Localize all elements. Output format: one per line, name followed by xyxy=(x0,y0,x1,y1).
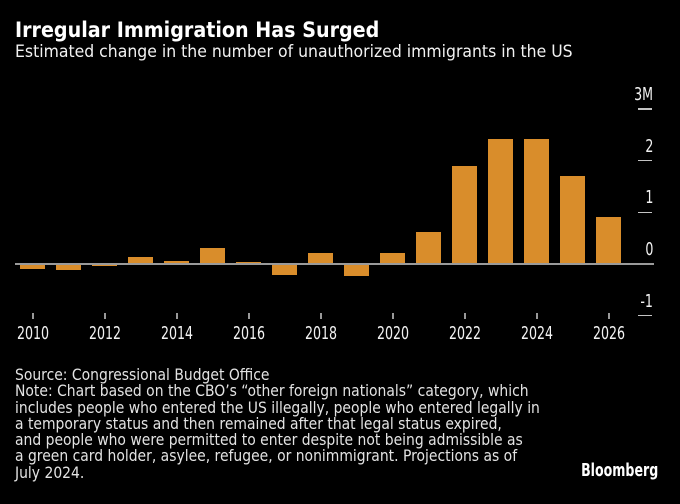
x-tick-2024 xyxy=(535,313,538,319)
note-line-1: Note: Chart based on the CBO’s “other fo… xyxy=(15,381,529,401)
x-tick-2016 xyxy=(247,313,250,319)
y-axis-label-0: 0 xyxy=(644,239,653,260)
bar-2013 xyxy=(128,256,153,264)
y-axis-label-2: 2 xyxy=(644,135,653,157)
y-gridline--1 xyxy=(638,314,652,317)
bar-2017 xyxy=(272,264,297,275)
note-line-6: July 2024. xyxy=(15,462,85,482)
bar-2015 xyxy=(200,248,225,264)
x-axis-label-2026: 2026 xyxy=(592,323,625,344)
x-tick-2018 xyxy=(319,313,322,319)
chart-title: Irregular Immigration Has Surged xyxy=(15,18,380,42)
x-axis-label-2016: 2016 xyxy=(232,323,265,344)
x-axis-label-2020: 2020 xyxy=(376,323,409,344)
chart-subtitle: Estimated change in the number of unauth… xyxy=(15,42,573,61)
y-axis-label-3M: 3M xyxy=(634,83,653,105)
x-tick-2012 xyxy=(103,313,106,319)
source-line: Source: Congressional Budget Office xyxy=(15,365,270,384)
x-tick-2020 xyxy=(391,313,394,319)
note-line-4: and people who were permitted to enter d… xyxy=(15,430,523,450)
bar-2011 xyxy=(56,264,81,271)
y-gridline-3M xyxy=(638,108,652,110)
y-gridline-2 xyxy=(638,159,652,162)
bar-2022 xyxy=(452,165,477,264)
bloomberg-logo: Bloomberg xyxy=(580,460,658,481)
note-line-2: includes people who entered the US illeg… xyxy=(15,397,540,417)
x-tick-2014 xyxy=(175,313,178,319)
bar-2010 xyxy=(20,264,45,269)
zero-axis-line xyxy=(15,263,654,265)
bar-2014 xyxy=(164,261,189,264)
x-axis-label-2018: 2018 xyxy=(304,323,337,344)
bar-2021 xyxy=(416,232,441,264)
x-axis-label-2024: 2024 xyxy=(520,323,553,344)
bar-2019 xyxy=(344,264,369,276)
x-tick-2022 xyxy=(463,313,466,319)
x-tick-2010 xyxy=(31,313,34,319)
x-axis-label-2010: 2010 xyxy=(16,323,49,344)
y-gridline-1 xyxy=(638,211,652,214)
note-line-5: a green card holder, asylee, refugee, or… xyxy=(15,446,518,466)
bar-2025 xyxy=(560,175,585,264)
bar-2016 xyxy=(236,261,261,264)
footnote: Source: Congressional Budget Office Note… xyxy=(15,365,540,482)
y-axis-label--1: -1 xyxy=(640,290,653,312)
y-axis-label-1: 1 xyxy=(644,187,653,209)
bar-2018 xyxy=(308,252,333,264)
bar-2020 xyxy=(380,253,405,264)
bar-2024 xyxy=(524,139,549,264)
note-line-3: a temporary status and then remained aft… xyxy=(15,413,502,433)
x-axis-label-2012: 2012 xyxy=(88,323,121,344)
x-tick-2026 xyxy=(607,313,610,319)
x-axis-label-2022: 2022 xyxy=(448,323,481,344)
bar-2023 xyxy=(488,139,513,264)
bar-2026 xyxy=(596,216,621,264)
x-axis-label-2014: 2014 xyxy=(160,323,193,344)
